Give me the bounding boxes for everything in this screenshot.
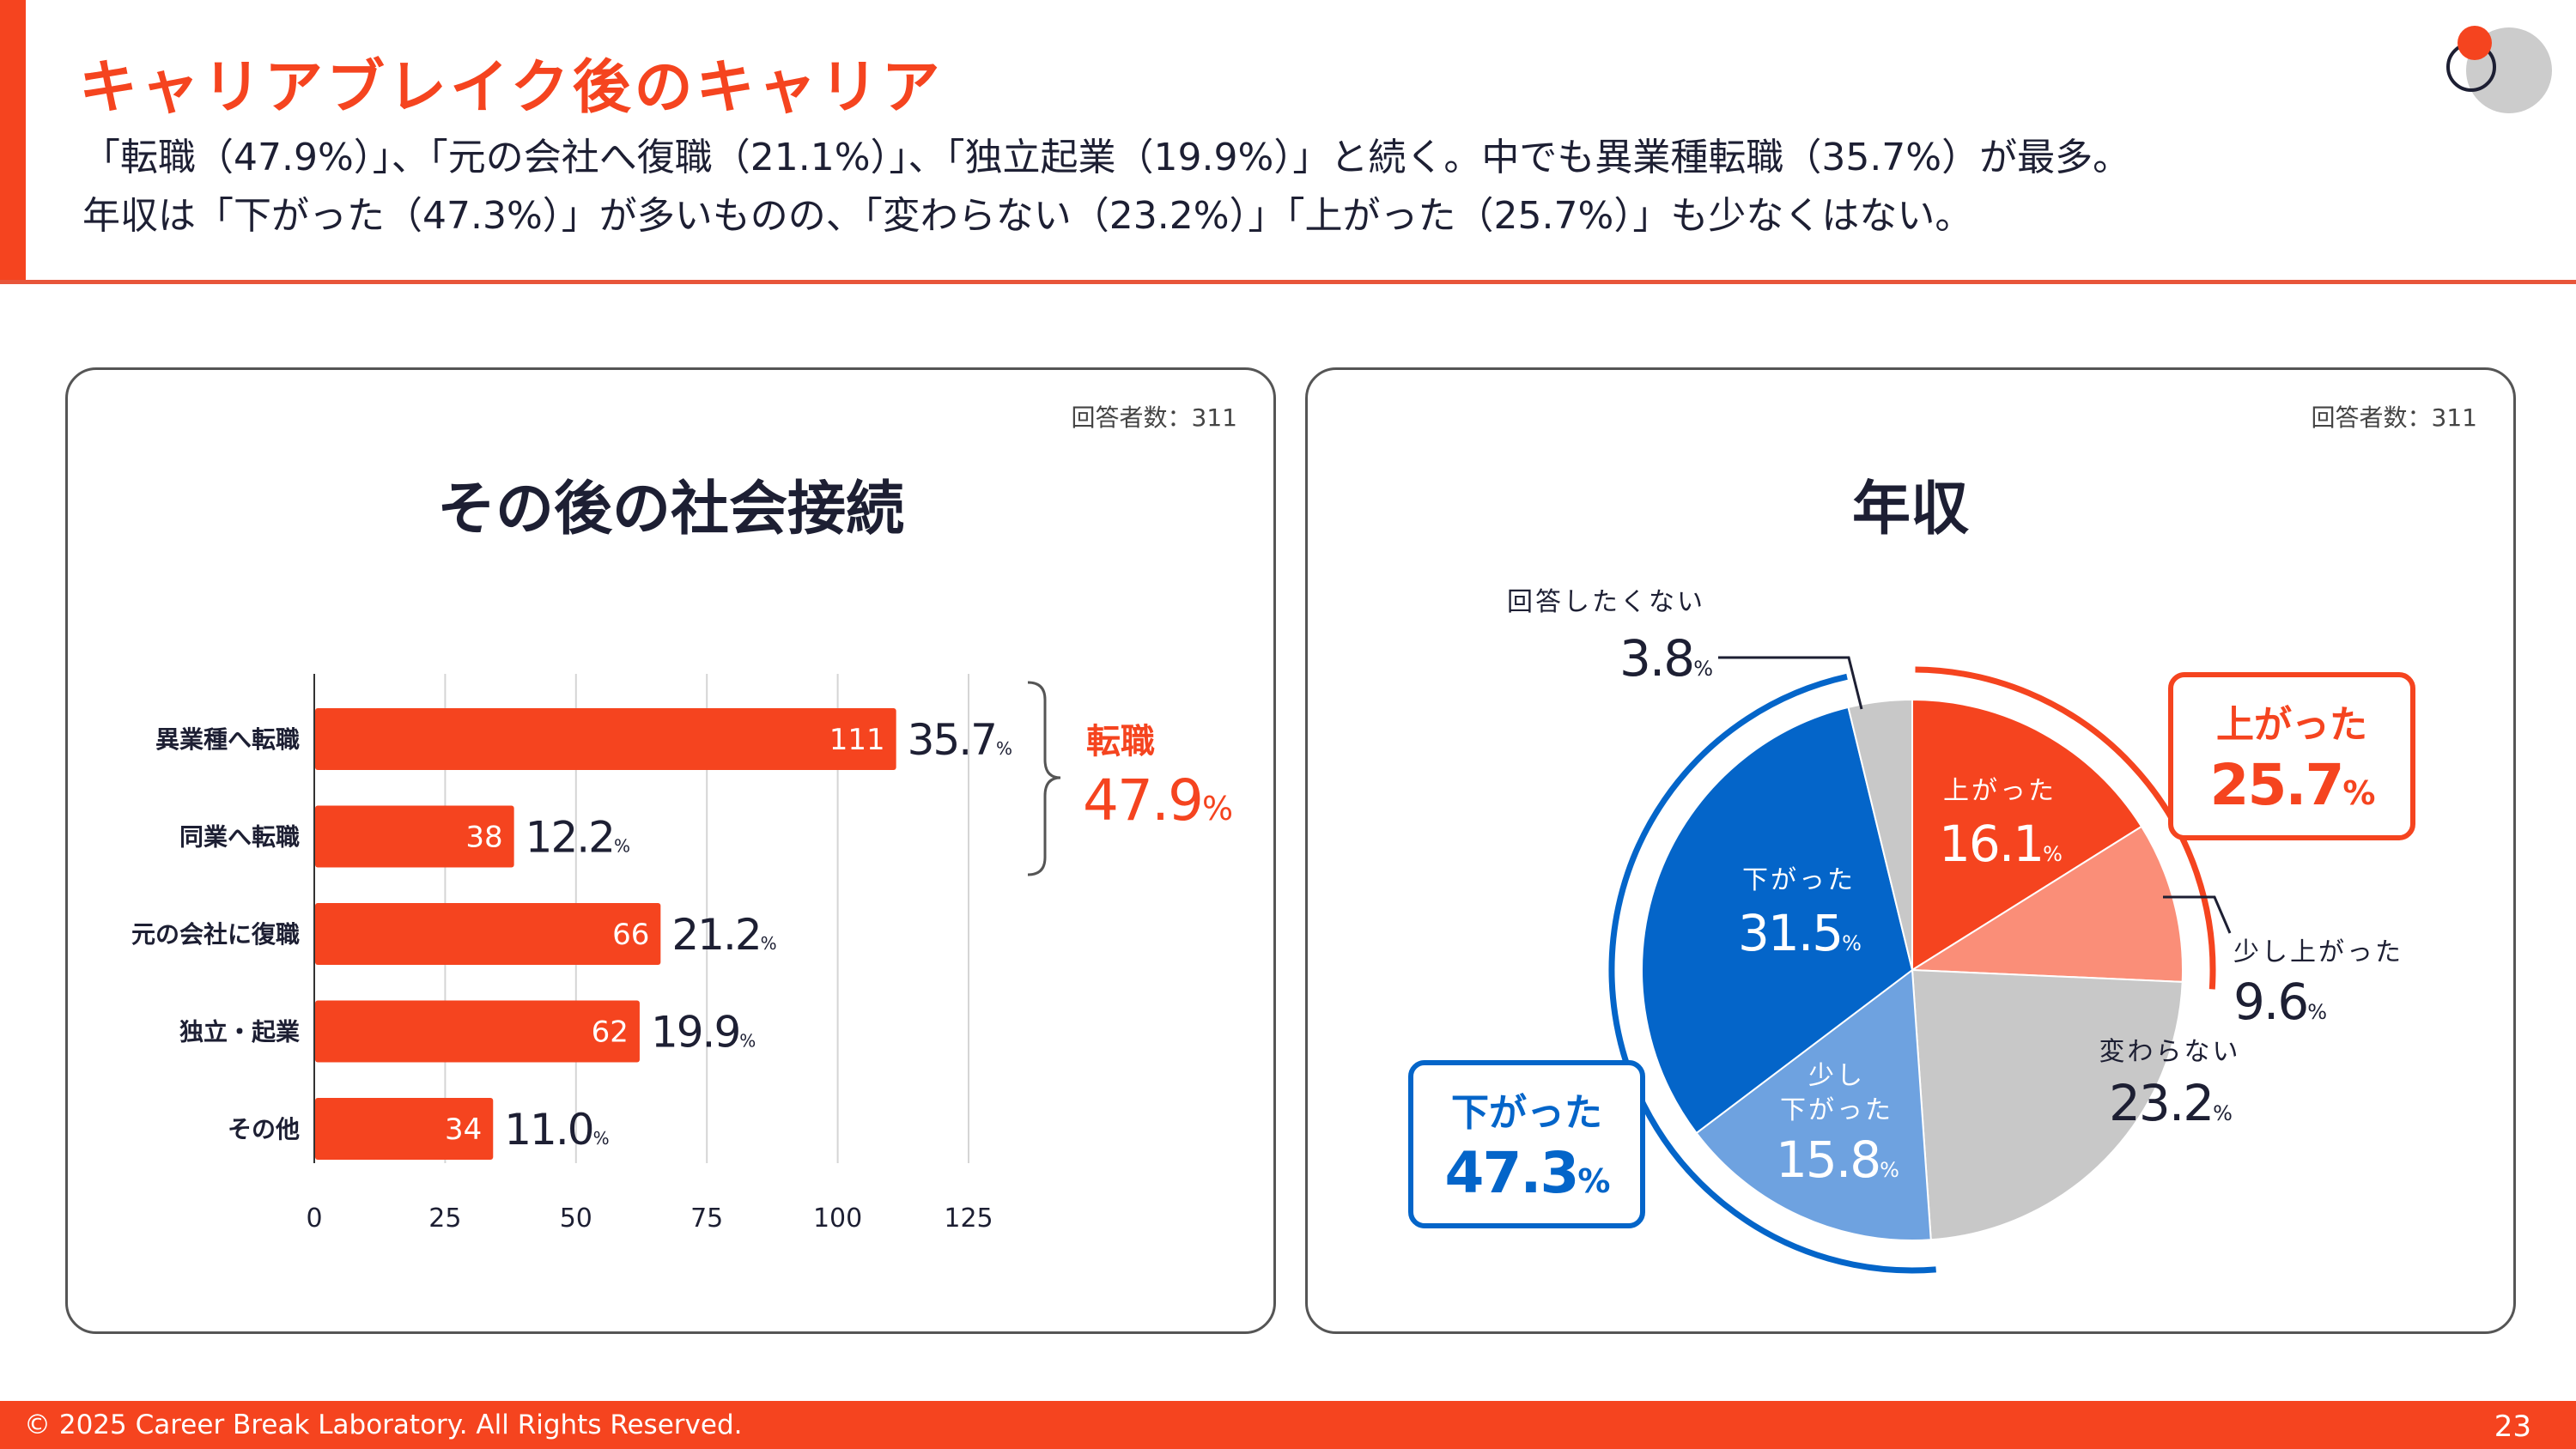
- x-tick-label: 100: [813, 1203, 862, 1234]
- leader-line: [1718, 656, 1863, 710]
- bar-value-label: 66: [612, 918, 649, 952]
- pie-slice: [1909, 825, 2184, 983]
- up-group-box: [2168, 672, 2415, 840]
- bar-value-label: 38: [465, 821, 502, 855]
- category-label: 独立・起業: [179, 1018, 300, 1046]
- up-group-arc: [1915, 666, 2216, 990]
- down-group-box: [1408, 1060, 1645, 1228]
- page-title: キャリアブレイク後のキャリア: [79, 54, 944, 122]
- social-connection-panel: 回答者数：311 その後の社会接続 0 25 50 75 100 125 異業種へ転職 111…: [65, 367, 1276, 1334]
- x-tick-label: 75: [690, 1203, 723, 1234]
- slice-label: 回答したくない: [1507, 587, 1705, 617]
- brace-icon: [1027, 681, 1061, 876]
- slice-value: 15.8%: [1776, 1131, 1899, 1189]
- bar-value-label: 62: [592, 1016, 629, 1050]
- pie-slice: [1695, 968, 1932, 1241]
- percent-label: 19.9%: [651, 1008, 755, 1058]
- page-number: 23: [2494, 1410, 2531, 1444]
- slice-label: 少し上がった: [2233, 937, 2403, 967]
- bar: [315, 1098, 494, 1160]
- chart-title: その後の社会接続: [436, 476, 904, 543]
- percent-label: 11.0%: [504, 1105, 608, 1155]
- percent-label: 12.2%: [526, 813, 629, 863]
- pie-chart: 上がった16.1%変わらない23.2%下がった31.5%少し下がった15.8%少…: [1408, 587, 2415, 1274]
- bar: [315, 1000, 640, 1063]
- leader-line: [2163, 895, 2232, 934]
- bar: [315, 903, 661, 965]
- summary-line: 「転職（47.9%）」、「元の会社へ復職（21.1%）」、「独立起業（19.9%…: [82, 136, 2131, 179]
- summary-line: 年収は「下がった（47.3%）」が多いものの、「変わらない（23.2%）」「上が…: [82, 194, 1973, 238]
- pie-slice: [1911, 698, 2143, 972]
- respondent-count: 回答者数：311: [2311, 403, 2477, 432]
- slice-value: 23.2%: [2109, 1074, 2232, 1132]
- annual-income-panel: 回答者数：311 年収 上がった 16.1% 変わらない 23.2% 下がった 31.5%…: [1305, 367, 2516, 1334]
- category-label: その他: [228, 1115, 300, 1143]
- slice-label: 上がった: [1943, 776, 2057, 806]
- bar: [315, 708, 896, 770]
- slice-value: 9.6%: [2233, 973, 2326, 1031]
- respondent-count: 回答者数：311: [1071, 403, 1237, 432]
- down-group-arc: [1608, 673, 1936, 1274]
- slice-label: 下がった: [1742, 865, 1856, 895]
- slice-value: 16.1%: [1939, 815, 2062, 873]
- pie-slice: [1911, 968, 2184, 1241]
- percent-label: 35.7%: [908, 715, 1012, 765]
- pie-slice: [1847, 698, 1913, 971]
- bar-value-label: 111: [829, 723, 885, 757]
- slice-label: 変わらない: [2099, 1037, 2241, 1067]
- summary-text: 「転職（47.9%）」、「元の会社へ復職（21.1%）」、「独立起業（19.9%…: [82, 129, 2130, 246]
- down-group-label: 下がった: [1451, 1091, 1602, 1135]
- x-tick-label: 25: [428, 1203, 461, 1234]
- pie-slice: [1641, 706, 1914, 1135]
- bar: [315, 805, 514, 868]
- accent-bar: [0, 0, 26, 283]
- slice-value: 3.8%: [1619, 629, 1712, 688]
- slice-value: 31.5%: [1738, 904, 1861, 962]
- category-label: 元の会社に復職: [131, 920, 300, 949]
- x-tick-label: 125: [944, 1203, 993, 1234]
- percent-label: 21.2%: [671, 910, 775, 960]
- bracket-label: 転職: [1086, 722, 1155, 761]
- up-group-value: 25.7%: [2210, 752, 2375, 818]
- x-tick-label: 0: [306, 1203, 322, 1234]
- category-label: 同業へ転職: [179, 823, 300, 852]
- footer: © 2025 Career Break Laboratory. All Righ…: [0, 1401, 2576, 1449]
- x-tick-label: 50: [560, 1203, 592, 1234]
- bar-chart: 0 25 50 75 100 125 異業種へ転職 111 35.7% 同業へ転職 38 12.2% 元…: [131, 674, 1234, 1234]
- category-label: 異業種へ転職: [155, 725, 300, 754]
- logo-icon: [2446, 26, 2552, 113]
- down-group-value: 47.3%: [1445, 1140, 1610, 1206]
- header-divider: [0, 280, 2576, 284]
- slice-label: 下がった: [1780, 1095, 1893, 1125]
- up-group-label: 上がった: [2216, 703, 2367, 747]
- bracket-value: 47.9%: [1083, 767, 1232, 834]
- bar-value-label: 34: [445, 1113, 482, 1147]
- slice-label: 少し: [1808, 1061, 1865, 1091]
- chart-title: 年収: [1851, 476, 1969, 543]
- copyright: © 2025 Career Break Laboratory. All Righ…: [24, 1410, 743, 1440]
